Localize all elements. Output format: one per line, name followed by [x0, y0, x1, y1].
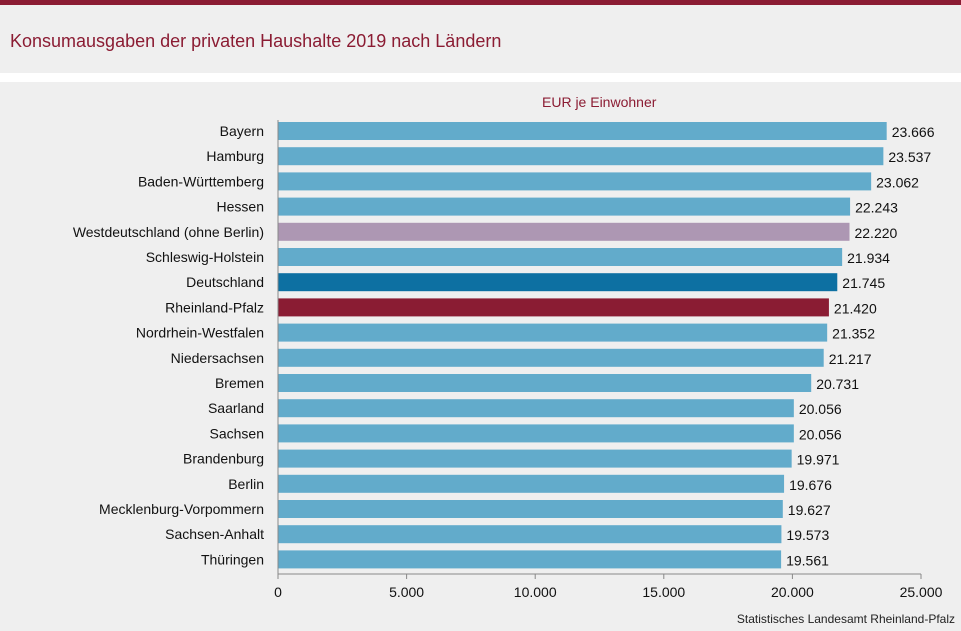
x-tick-label: 5.000 [389, 584, 424, 600]
value-label: 20.056 [799, 401, 842, 417]
bar [278, 424, 794, 443]
value-label: 22.243 [855, 200, 898, 216]
category-label: Baden-Württemberg [138, 173, 264, 189]
value-label: 23.537 [888, 149, 931, 165]
category-label: Westdeutschland (ohne Berlin) [73, 224, 264, 240]
category-label: Nordrhein-Westfalen [136, 325, 264, 341]
header: Konsumausgaben der privaten Haushalte 20… [0, 5, 961, 73]
x-tick-label: 15.000 [642, 584, 685, 600]
category-label: Mecklenburg-Vorpommern [99, 501, 264, 517]
value-label: 21.420 [834, 300, 877, 316]
category-label: Sachsen-Anhalt [165, 526, 264, 542]
category-label: Hessen [217, 199, 264, 215]
bar [278, 172, 872, 191]
bar [278, 399, 794, 418]
bar [278, 474, 785, 493]
chart-title: Konsumausgaben der privaten Haushalte 20… [10, 31, 502, 51]
x-tick-label: 20.000 [771, 584, 814, 600]
bar [278, 374, 812, 392]
category-label: Bayern [220, 123, 264, 139]
value-label: 19.561 [786, 552, 829, 568]
bar [278, 222, 850, 241]
x-tick-label: 25.000 [900, 584, 943, 600]
bar [278, 122, 887, 140]
bar [278, 550, 782, 569]
value-label: 21.934 [847, 250, 890, 266]
value-label: 19.676 [789, 477, 832, 493]
value-label: 19.971 [797, 452, 840, 468]
value-label: 21.745 [842, 275, 885, 291]
category-label: Brandenburg [183, 451, 264, 467]
bar [278, 525, 782, 544]
category-label: Rheinland-Pfalz [165, 299, 264, 315]
category-label: Deutschland [186, 274, 264, 290]
category-label: Berlin [228, 476, 264, 492]
category-label: Sachsen [210, 425, 264, 441]
value-label: 20.056 [799, 426, 842, 442]
value-label: 23.666 [892, 124, 935, 140]
value-label: 19.627 [788, 502, 831, 518]
category-label: Saarland [208, 400, 264, 416]
divider [0, 73, 961, 82]
bar [278, 273, 838, 292]
bar [278, 449, 792, 468]
bar [278, 248, 843, 266]
bar [278, 500, 783, 518]
bar [278, 348, 824, 367]
bar [278, 197, 851, 216]
value-label: 21.217 [829, 351, 872, 367]
unit-label-text: EUR je Einwohner [542, 94, 657, 110]
value-label: 23.062 [876, 174, 919, 190]
category-label: Niedersachsen [171, 350, 264, 366]
source-note: Statistisches Landesamt Rheinland-Pfalz [736, 612, 955, 626]
value-label: 22.220 [854, 225, 897, 241]
category-label: Bremen [215, 375, 264, 391]
bar [278, 323, 828, 342]
value-label: 20.731 [816, 376, 859, 392]
category-label: Schleswig-Holstein [146, 249, 264, 265]
value-label: 21.352 [832, 326, 875, 342]
value-label: 19.573 [786, 527, 829, 543]
bar [278, 298, 829, 317]
category-label: Hamburg [206, 148, 264, 164]
top-rule [0, 0, 961, 5]
bar [278, 147, 884, 166]
category-label: Thüringen [201, 551, 264, 567]
x-tick-label: 0 [274, 584, 282, 600]
x-tick-label: 10.000 [514, 584, 557, 600]
